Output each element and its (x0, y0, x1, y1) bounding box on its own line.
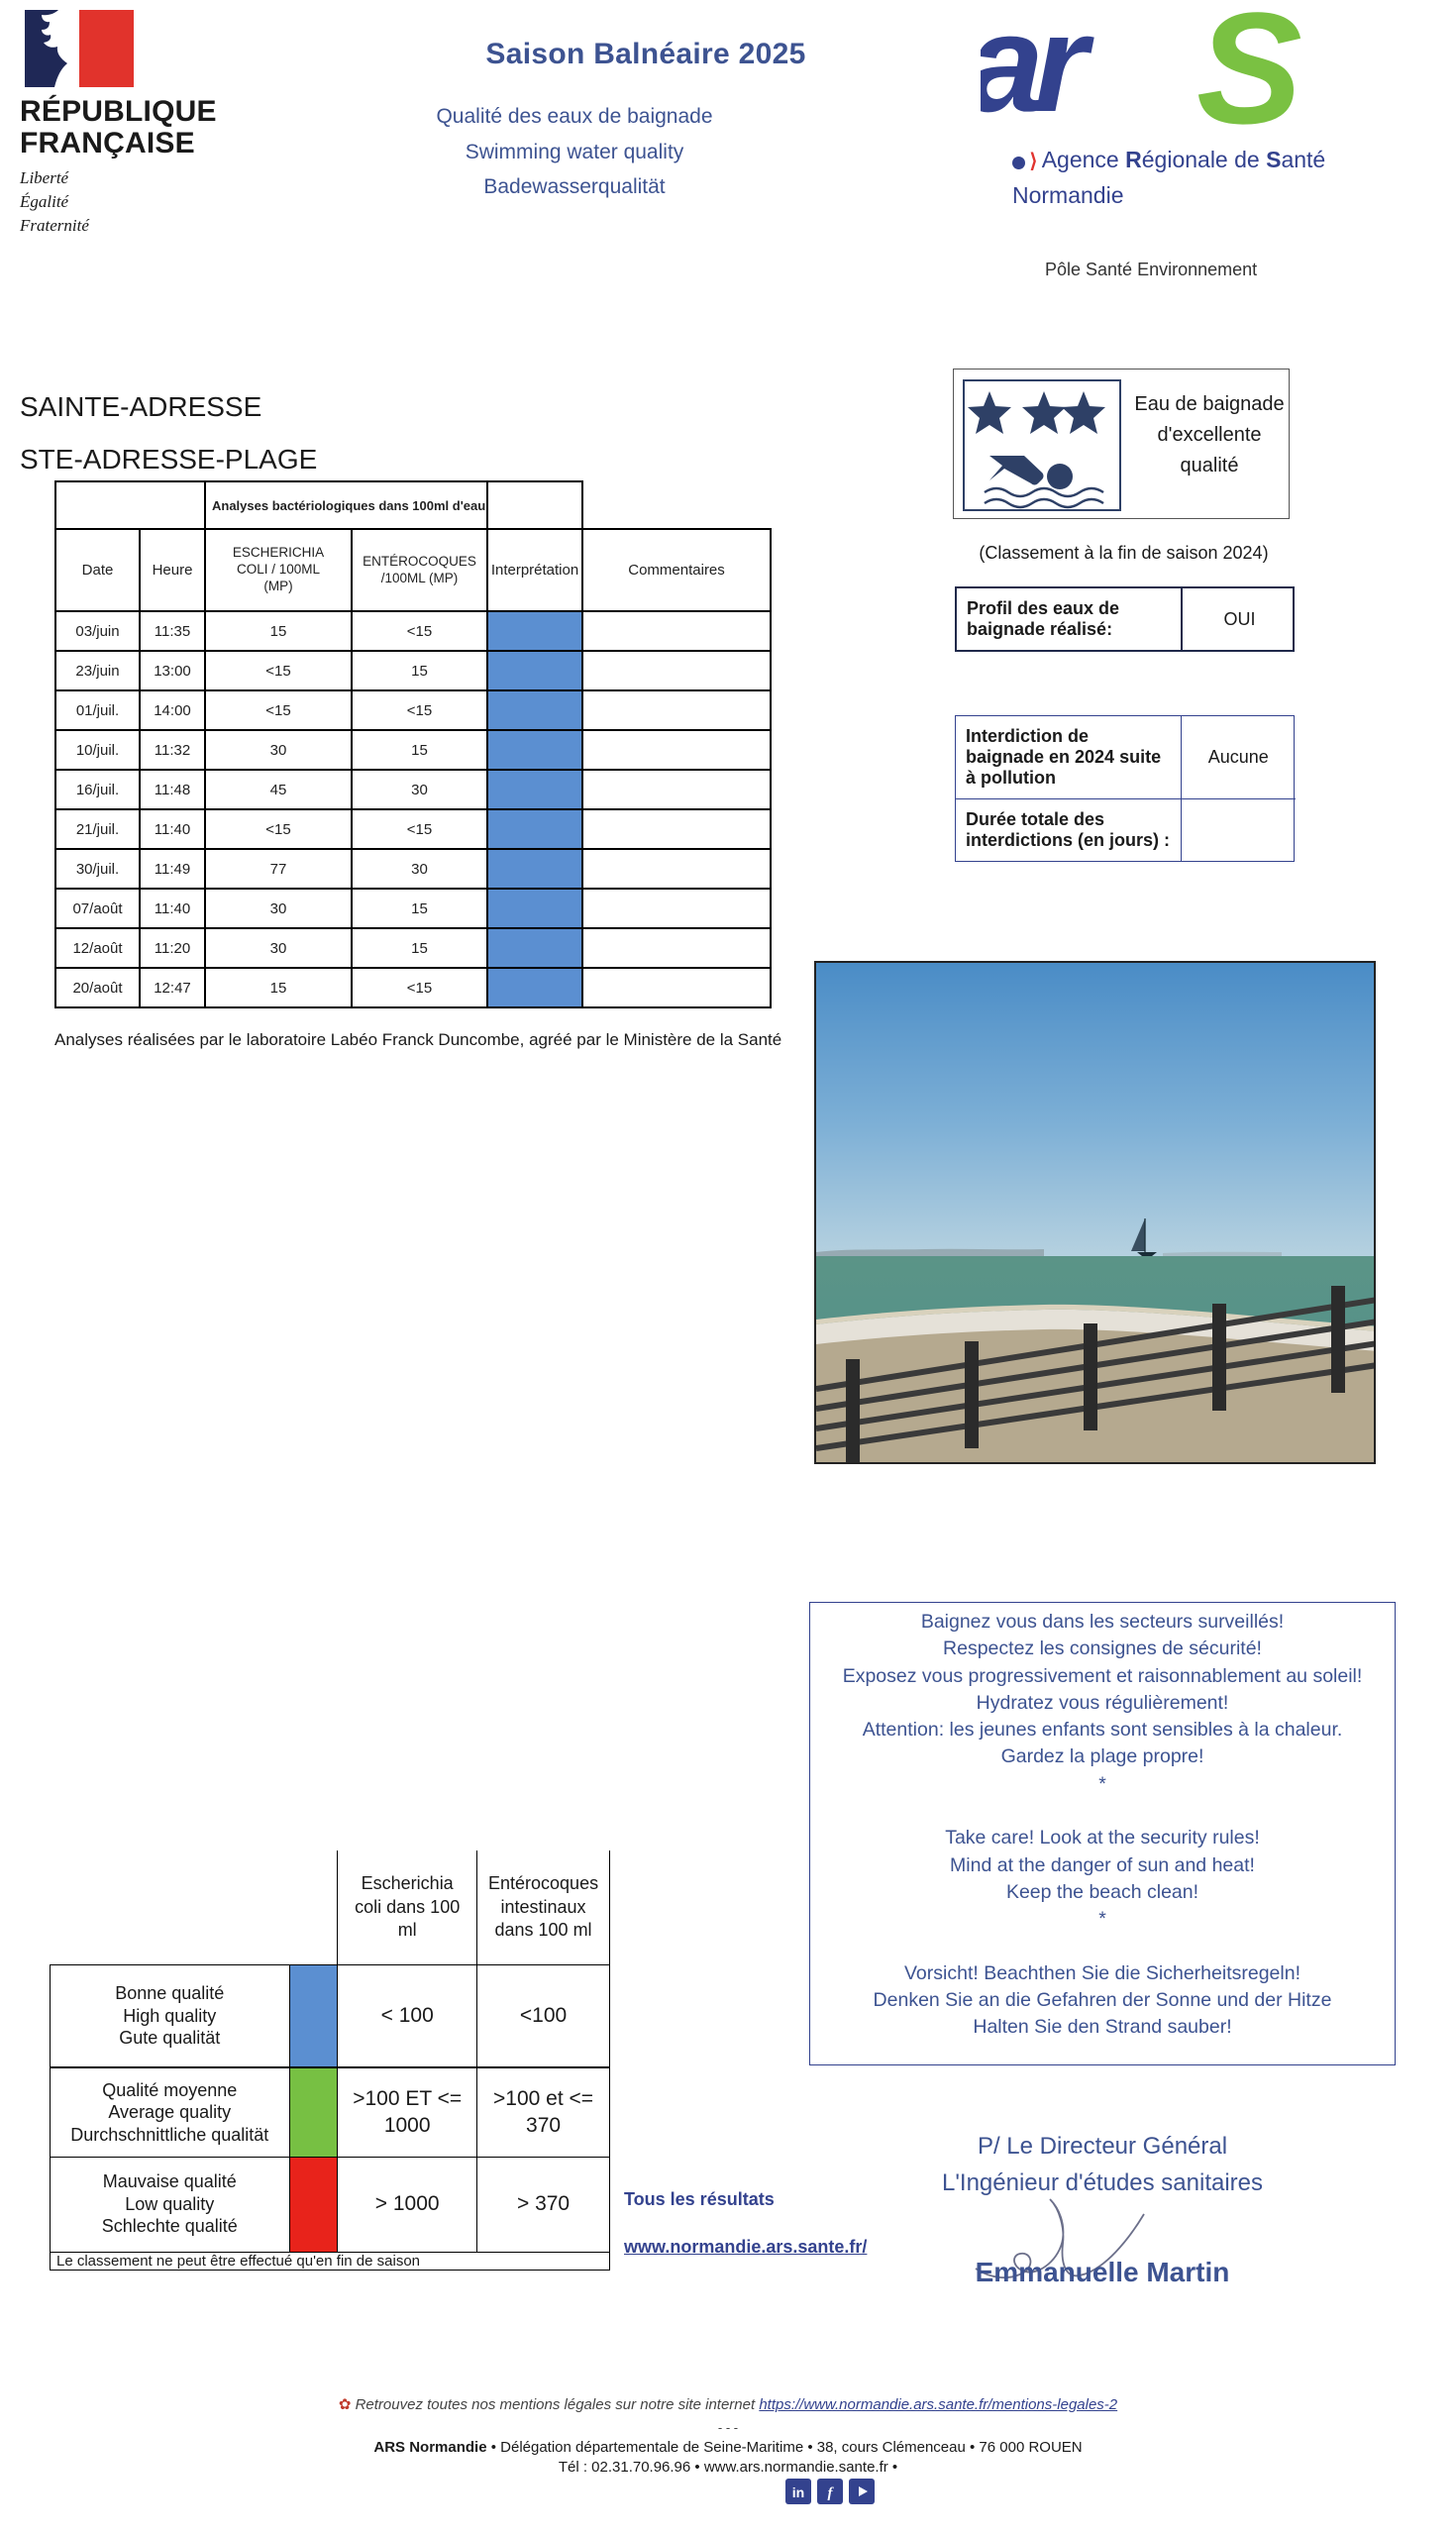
svg-text:in: in (792, 2484, 804, 2500)
svg-text:ar: ar (981, 0, 1094, 134)
svg-text:S: S (1196, 0, 1302, 134)
